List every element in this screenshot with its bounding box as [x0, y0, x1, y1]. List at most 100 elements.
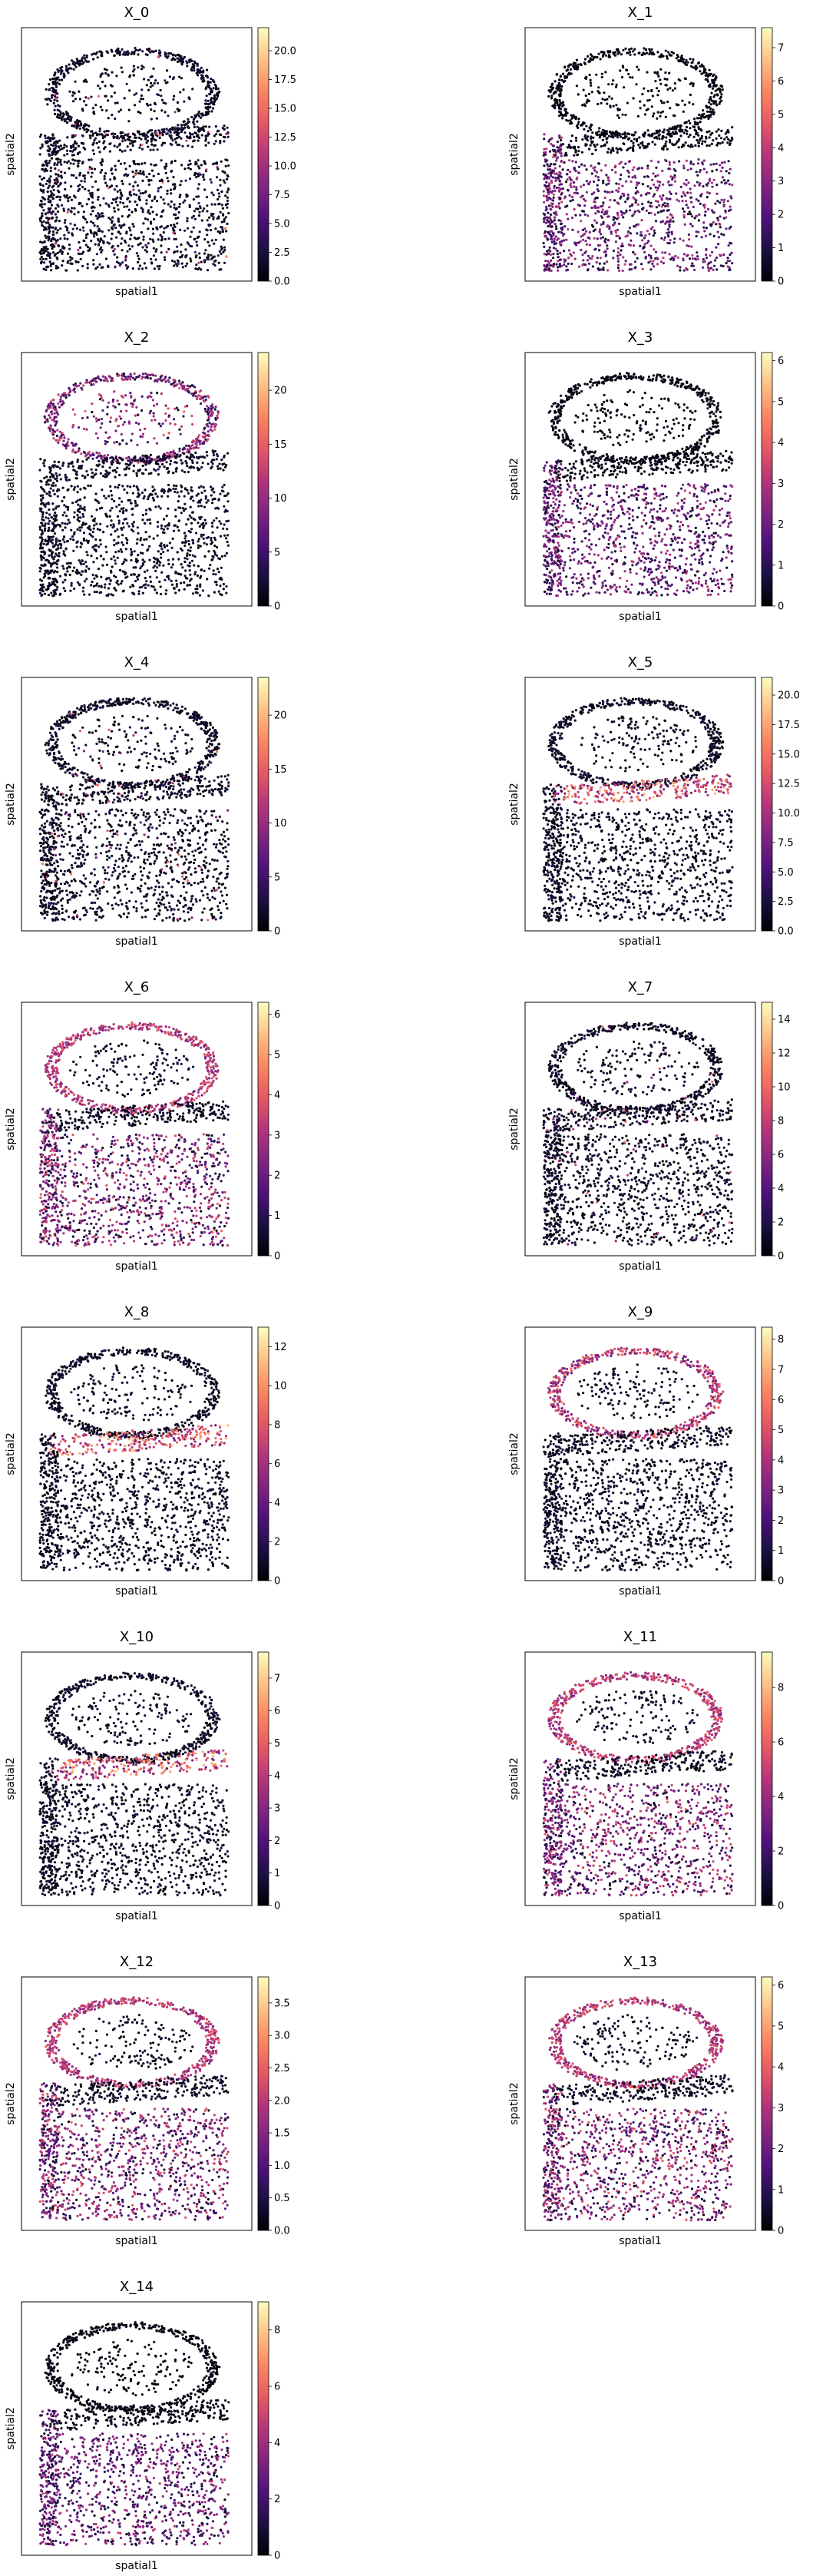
data-point — [549, 85, 552, 89]
data-point — [630, 140, 633, 143]
data-point — [134, 134, 137, 137]
data-point — [149, 103, 152, 107]
data-point — [656, 174, 659, 177]
data-point — [693, 257, 697, 260]
data-point — [84, 59, 88, 62]
data-point — [164, 404, 167, 407]
data-point — [641, 267, 644, 270]
data-point — [601, 236, 605, 239]
data-point — [65, 67, 68, 70]
data-point — [613, 131, 616, 135]
data-point — [45, 221, 48, 224]
data-point — [65, 476, 68, 479]
data-point — [59, 398, 62, 401]
data-point — [164, 51, 167, 55]
data-point — [113, 207, 116, 210]
data-point — [78, 127, 81, 130]
data-point — [48, 226, 51, 229]
data-point — [699, 70, 702, 73]
data-point — [571, 160, 574, 163]
data-point — [137, 422, 140, 425]
data-point — [593, 169, 597, 172]
data-point — [104, 431, 107, 434]
data-point — [53, 108, 56, 111]
data-point — [624, 200, 627, 204]
data-point — [708, 101, 711, 104]
data-point — [181, 58, 184, 61]
data-point — [178, 108, 181, 112]
data-point — [716, 217, 719, 220]
data-point — [560, 222, 563, 225]
data-point — [178, 203, 181, 206]
data-point — [53, 162, 56, 165]
data-point — [145, 175, 148, 178]
data-point — [643, 87, 646, 90]
data-point — [715, 162, 718, 165]
data-point — [594, 174, 597, 177]
data-point — [66, 153, 69, 156]
data-point — [164, 111, 167, 114]
data-point — [91, 457, 94, 460]
data-point — [215, 88, 218, 91]
data-point — [154, 79, 157, 82]
data-point — [148, 373, 151, 377]
data-point — [74, 390, 77, 394]
data-point — [724, 132, 727, 135]
data-point — [129, 372, 132, 376]
data-point — [193, 250, 197, 253]
data-point — [202, 125, 205, 128]
data-point — [125, 442, 128, 445]
data-point — [137, 243, 140, 247]
data-point — [38, 175, 41, 178]
data-point — [225, 255, 228, 258]
data-point — [85, 379, 88, 382]
data-point — [186, 241, 189, 244]
data-point — [121, 459, 124, 462]
data-point — [612, 79, 615, 82]
data-point — [558, 99, 561, 102]
colorbar — [761, 27, 773, 282]
data-point — [96, 133, 99, 136]
data-point — [81, 126, 85, 129]
data-point — [141, 98, 144, 101]
data-point — [658, 184, 661, 187]
data-point — [196, 461, 199, 465]
data-point — [700, 137, 703, 140]
data-point — [176, 131, 179, 134]
data-point — [141, 454, 144, 457]
data-point — [183, 167, 187, 171]
data-point — [723, 198, 726, 201]
data-point — [616, 260, 620, 263]
data-point — [543, 177, 546, 180]
data-point — [702, 258, 705, 261]
data-point — [656, 71, 659, 74]
data-point — [108, 435, 111, 439]
data-point — [152, 232, 155, 235]
data-point — [150, 257, 153, 260]
data-point — [88, 189, 91, 192]
data-point — [51, 230, 55, 233]
data-point — [559, 258, 563, 261]
data-point — [729, 241, 732, 244]
data-point — [124, 149, 127, 152]
data-point — [97, 146, 100, 149]
data-point — [147, 78, 150, 81]
data-point — [100, 55, 103, 58]
data-point — [112, 198, 115, 201]
data-point — [100, 212, 103, 215]
data-point — [660, 205, 663, 208]
data-point — [697, 219, 701, 222]
data-point — [176, 250, 179, 253]
data-point — [722, 205, 725, 208]
data-point — [167, 415, 170, 419]
data-point — [628, 160, 632, 163]
data-point — [211, 459, 214, 462]
data-point — [66, 136, 69, 139]
data-point — [645, 108, 648, 111]
data-point — [618, 237, 622, 240]
data-point — [164, 419, 167, 422]
colorbar-tick-label: 0 — [778, 276, 784, 288]
data-point — [575, 58, 579, 61]
data-point — [81, 161, 84, 164]
data-point — [673, 241, 676, 244]
